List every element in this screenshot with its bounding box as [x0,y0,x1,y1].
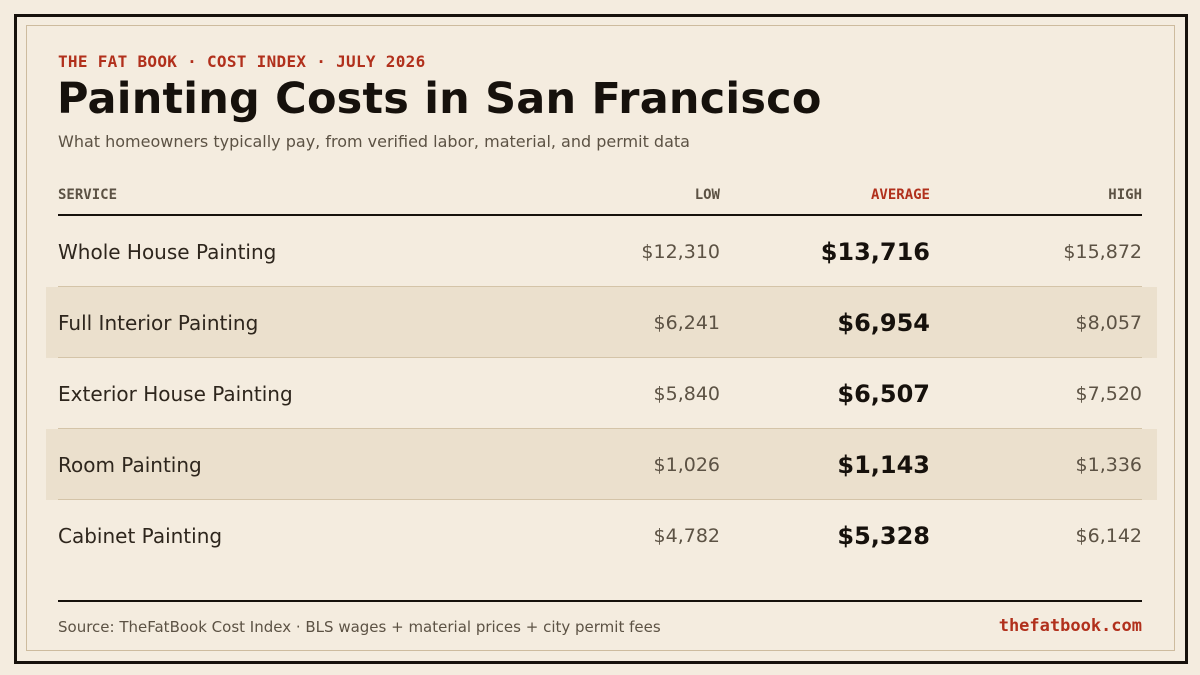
column-header-service: SERVICE [58,187,118,203]
high-cost: $6,142 [1075,524,1142,547]
outer-frame [14,14,1188,664]
brand-link[interactable]: thefatbook.com [998,616,1142,636]
service-name: Room Painting [58,452,202,477]
header-divider [58,214,1142,216]
column-header-average: AVERAGE [870,187,930,203]
low-cost: $12,310 [641,240,720,263]
average-cost: $1,143 [837,450,930,479]
average-cost: $6,507 [837,379,930,408]
low-cost: $5,840 [653,382,720,405]
low-cost: $1,026 [653,453,720,476]
row-divider [58,428,1142,429]
table-row: Full Interior Painting $6,241 $6,954 $8,… [0,287,1200,358]
page-subtitle: What homeowners typically pay, from veri… [58,132,690,151]
page-title: Painting Costs in San Francisco [57,74,822,124]
service-name: Cabinet Painting [58,523,223,548]
row-divider [58,499,1142,500]
service-name: Full Interior Painting [58,310,259,335]
high-cost: $15,872 [1063,240,1142,263]
table-row: Whole House Painting $12,310 $13,716 $15… [0,216,1200,287]
column-header-low: LOW [694,187,720,203]
average-cost: $13,716 [820,237,930,266]
low-cost: $4,782 [653,524,720,547]
average-cost: $6,954 [837,308,930,337]
low-cost: $6,241 [653,311,720,334]
high-cost: $8,057 [1075,311,1142,334]
inner-frame [26,25,1175,651]
high-cost: $7,520 [1075,382,1142,405]
publication-kicker: THE FAT BOOK · COST INDEX · JULY 2026 [58,52,426,71]
table-row: Exterior House Painting $5,840 $6,507 $7… [0,358,1200,429]
table-row: Cabinet Painting $4,782 $5,328 $6,142 [0,500,1200,571]
service-name: Whole House Painting [58,239,277,264]
source-note: Source: TheFatBook Cost Index · BLS wage… [58,618,661,636]
table-row: Room Painting $1,026 $1,143 $1,336 [0,429,1200,500]
high-cost: $1,336 [1075,453,1142,476]
service-name: Exterior House Painting [58,381,293,406]
column-header-high: HIGH [1108,187,1142,203]
cost-table: Whole House Painting $12,310 $13,716 $15… [0,216,1200,571]
average-cost: $5,328 [837,521,930,550]
row-divider [58,357,1142,358]
row-divider [58,286,1142,287]
footer-divider [58,600,1142,602]
